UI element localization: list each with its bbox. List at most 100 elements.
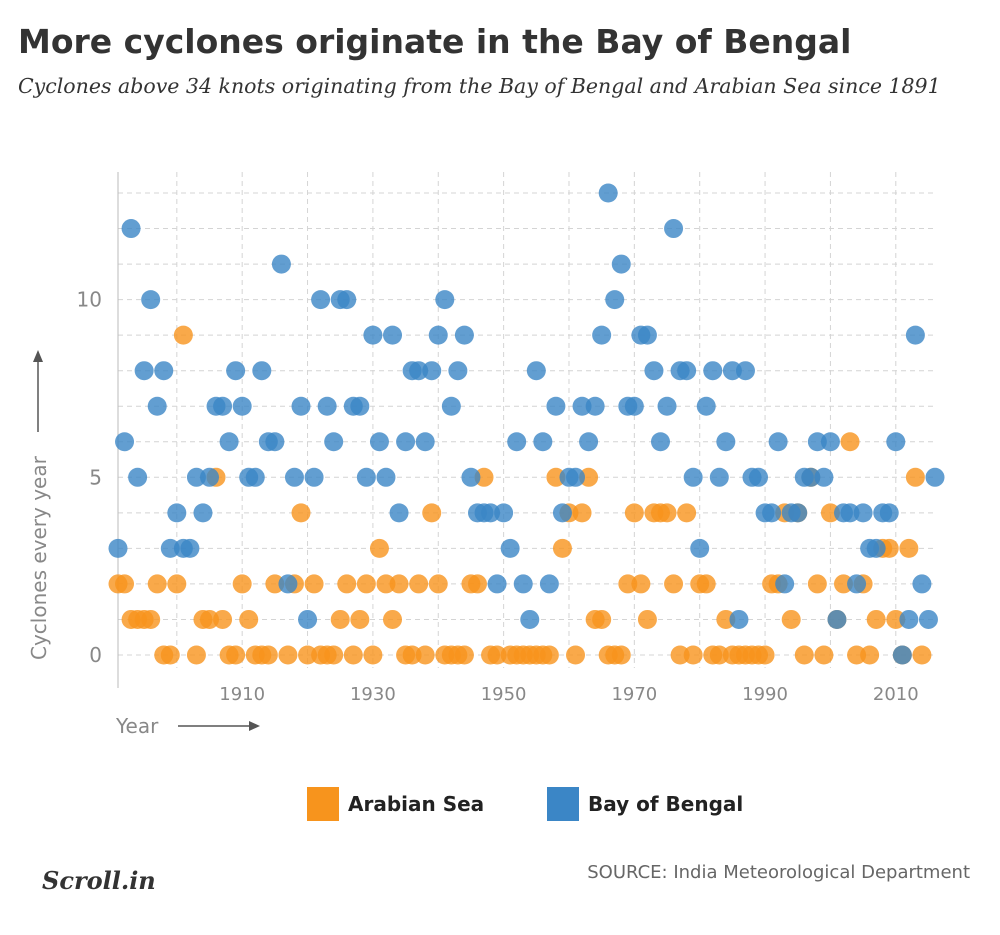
point-bay-of-bengal (520, 609, 540, 629)
point-bay-of-bengal (167, 503, 187, 523)
point-bay-of-bengal (271, 254, 291, 274)
point-bay-of-bengal (422, 361, 442, 381)
point-bay-of-bengal (213, 396, 233, 416)
point-arabian-sea (115, 574, 135, 594)
point-bay-of-bengal (441, 396, 461, 416)
point-bay-of-bengal (664, 219, 684, 239)
point-bay-of-bengal (807, 432, 827, 452)
point-bay-of-bengal (709, 467, 729, 487)
point-arabian-sea (422, 503, 442, 523)
point-bay-of-bengal (749, 467, 769, 487)
x-axis-title: Year (115, 714, 159, 738)
point-bay-of-bengal (396, 432, 416, 452)
point-bay-of-bengal (513, 574, 533, 594)
point-arabian-sea (186, 645, 206, 665)
point-bay-of-bengal (324, 432, 344, 452)
point-bay-of-bengal (435, 290, 455, 310)
point-bay-of-bengal (539, 574, 559, 594)
chart-subtitle: Cyclones above 34 knots originating from… (18, 74, 941, 98)
point-bay-of-bengal (193, 503, 213, 523)
point-arabian-sea (160, 645, 180, 665)
point-arabian-sea (579, 467, 599, 487)
point-bay-of-bengal (925, 467, 945, 487)
point-bay-of-bengal (369, 432, 389, 452)
point-bay-of-bengal (912, 574, 932, 594)
point-arabian-sea (847, 645, 867, 665)
point-arabian-sea (147, 574, 167, 594)
point-arabian-sea (376, 574, 396, 594)
point-bay-of-bengal (735, 361, 755, 381)
y-tick-label: 5 (89, 465, 102, 489)
point-bay-of-bengal (376, 467, 396, 487)
point-arabian-sea (886, 609, 906, 629)
point-bay-of-bengal (605, 290, 625, 310)
point-arabian-sea (487, 645, 507, 665)
point-arabian-sea (167, 574, 187, 594)
point-bay-of-bengal (853, 503, 873, 523)
point-bay-of-bengal (409, 361, 429, 381)
point-bay-of-bengal (566, 467, 586, 487)
point-arabian-sea (141, 609, 161, 629)
point-bay-of-bengal (637, 325, 657, 345)
point-bay-of-bengal (160, 538, 180, 558)
point-bay-of-bengal (722, 361, 742, 381)
point-arabian-sea (637, 609, 657, 629)
point-bay-of-bengal (147, 396, 167, 416)
point-arabian-sea (409, 574, 429, 594)
point-arabian-sea (304, 574, 324, 594)
point-arabian-sea (611, 645, 631, 665)
legend-item-arabian-sea: Arabian Sea (307, 787, 484, 821)
source-note: SOURCE: India Meteorological Department (587, 862, 970, 883)
point-bay-of-bengal (298, 609, 318, 629)
point-arabian-sea (860, 645, 880, 665)
point-arabian-sea (258, 645, 278, 665)
point-bay-of-bengal (121, 219, 141, 239)
legend-swatch-bay-of-bengal (547, 787, 579, 821)
point-bay-of-bengal (729, 609, 749, 629)
point-bay-of-bengal (108, 538, 128, 558)
y-axis-arrowhead (33, 350, 43, 362)
x-tick-label: 1970 (611, 684, 657, 705)
point-arabian-sea (879, 538, 899, 558)
point-bay-of-bengal (827, 609, 847, 629)
point-bay-of-bengal (716, 432, 736, 452)
point-bay-of-bengal (847, 574, 867, 594)
point-bay-of-bengal (278, 574, 298, 594)
point-arabian-sea (383, 609, 403, 629)
scroll-logo: Scroll.in (42, 866, 156, 895)
data-points (108, 183, 945, 665)
point-arabian-sea (631, 574, 651, 594)
x-tick-label: 1930 (350, 684, 396, 705)
legend-item-bay-of-bengal: Bay of Bengal (547, 787, 743, 821)
point-bay-of-bengal (552, 503, 572, 523)
point-bay-of-bengal (154, 361, 174, 381)
point-bay-of-bengal (350, 396, 370, 416)
point-bay-of-bengal (252, 361, 272, 381)
point-arabian-sea (539, 645, 559, 665)
point-bay-of-bengal (644, 361, 664, 381)
point-bay-of-bengal (383, 325, 403, 345)
point-bay-of-bengal (448, 361, 468, 381)
point-arabian-sea (356, 574, 376, 594)
point-arabian-sea (226, 645, 246, 665)
point-bay-of-bengal (840, 503, 860, 523)
point-bay-of-bengal (624, 396, 644, 416)
point-arabian-sea (840, 432, 860, 452)
point-bay-of-bengal (115, 432, 135, 452)
point-arabian-sea (324, 645, 344, 665)
point-arabian-sea (677, 503, 697, 523)
point-bay-of-bengal (232, 396, 252, 416)
point-arabian-sea (402, 645, 422, 665)
point-bay-of-bengal (579, 432, 599, 452)
point-arabian-sea (454, 645, 474, 665)
point-bay-of-bengal (533, 432, 553, 452)
point-bay-of-bengal (284, 467, 304, 487)
point-bay-of-bengal (690, 538, 710, 558)
point-bay-of-bengal (356, 467, 376, 487)
x-tick-label: 1990 (742, 684, 788, 705)
point-bay-of-bengal (291, 396, 311, 416)
y-axis-title: Cyclones every year (27, 455, 51, 660)
point-arabian-sea (291, 503, 311, 523)
point-bay-of-bengal (546, 396, 566, 416)
point-bay-of-bengal (134, 361, 154, 381)
